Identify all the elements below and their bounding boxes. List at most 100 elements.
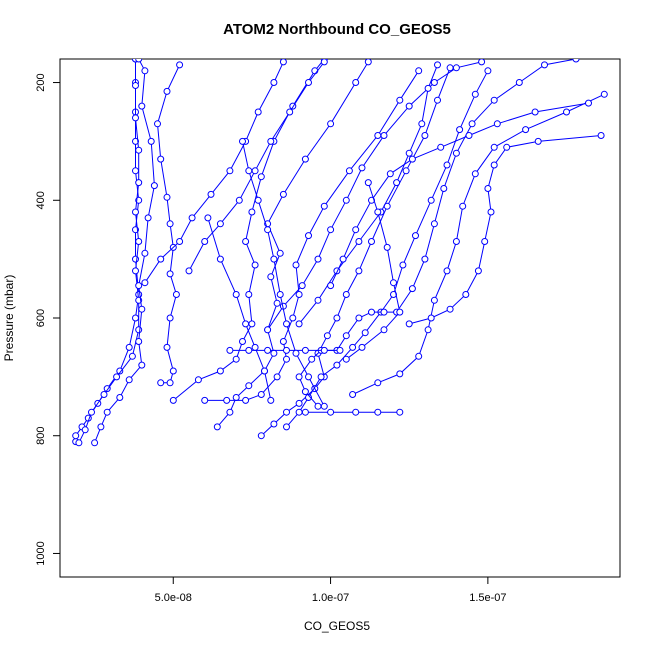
data-point	[446, 64, 454, 72]
data-point	[216, 367, 224, 375]
data-point	[361, 329, 369, 337]
data-point	[135, 326, 143, 334]
data-point	[232, 394, 240, 401]
data-point	[213, 423, 221, 431]
data-point	[333, 361, 341, 369]
data-point	[484, 67, 492, 75]
data-point	[132, 82, 139, 89]
data-point	[305, 79, 312, 86]
data-point	[163, 193, 171, 201]
series-line	[207, 217, 272, 401]
data-point	[132, 255, 139, 263]
data-point	[138, 102, 146, 110]
data-point	[235, 196, 243, 204]
data-point	[342, 332, 350, 340]
data-point	[405, 149, 413, 157]
data-point	[484, 185, 492, 192]
data-point	[172, 291, 180, 298]
data-point	[113, 373, 121, 381]
data-point	[125, 376, 133, 384]
data-point	[261, 367, 268, 375]
x-tick-label: 5.0e-08	[155, 592, 192, 604]
data-point	[408, 285, 416, 293]
data-point	[251, 343, 259, 351]
data-point	[396, 96, 404, 104]
data-point	[474, 267, 482, 275]
data-point	[380, 308, 388, 316]
data-point	[135, 282, 143, 290]
data-point	[257, 432, 265, 440]
series-line	[267, 61, 482, 331]
data-point	[468, 120, 476, 128]
data-point	[327, 408, 335, 416]
data-point	[273, 299, 281, 307]
data-point	[239, 137, 246, 145]
series-profile	[283, 67, 492, 431]
data-point	[301, 408, 309, 416]
data-point	[336, 346, 344, 354]
data-point	[270, 420, 278, 428]
data-point	[531, 108, 539, 116]
x-axis: 5.0e-08 1.0e-07 1.5e-07	[155, 577, 507, 604]
data-point	[279, 59, 287, 66]
data-point	[393, 179, 401, 187]
series-line	[352, 93, 605, 395]
data-point	[301, 155, 309, 163]
data-point	[342, 291, 350, 298]
data-point	[267, 273, 275, 281]
data-point	[204, 214, 212, 222]
data-point	[443, 267, 451, 275]
data-point	[355, 267, 363, 275]
data-point	[478, 59, 486, 66]
data-point	[430, 220, 438, 228]
series-line	[156, 64, 181, 384]
series-line	[409, 135, 602, 325]
data-point	[465, 132, 473, 139]
data-point	[386, 170, 394, 178]
data-point	[380, 326, 388, 334]
data-point	[147, 137, 155, 145]
data-point	[443, 161, 451, 169]
data-point	[534, 137, 542, 145]
data-point	[327, 282, 335, 290]
data-point	[320, 346, 328, 354]
data-point	[267, 396, 275, 404]
data-point	[141, 279, 149, 287]
data-point	[135, 59, 143, 63]
data-point	[188, 214, 196, 222]
data-point	[358, 164, 366, 172]
data-point	[254, 196, 262, 204]
data-point	[166, 314, 174, 322]
data-point	[440, 185, 448, 192]
data-point	[342, 196, 350, 204]
data-point	[349, 391, 357, 398]
data-point	[503, 143, 511, 151]
data-point	[563, 108, 570, 116]
y-tick-label: 200	[35, 73, 47, 91]
data-point	[163, 87, 171, 95]
data-point	[427, 314, 435, 322]
data-point	[374, 379, 382, 387]
series-layer	[72, 59, 608, 447]
data-point	[264, 226, 272, 234]
series-profile	[226, 346, 344, 354]
data-point	[308, 355, 316, 363]
data-point	[166, 220, 174, 228]
data-point	[144, 214, 152, 222]
data-point	[405, 102, 413, 110]
data-point	[572, 59, 580, 63]
data-point	[396, 370, 404, 378]
data-point	[374, 132, 382, 139]
data-point	[487, 208, 495, 216]
data-point	[368, 238, 375, 245]
data-point	[91, 439, 99, 447]
data-point	[201, 396, 209, 404]
data-point	[169, 367, 177, 375]
data-point	[132, 114, 139, 122]
data-point	[283, 320, 290, 328]
data-point	[408, 155, 416, 163]
data-point	[88, 408, 95, 416]
series-profile	[342, 179, 404, 363]
x-tick-label: 1.0e-07	[312, 592, 349, 604]
data-point	[286, 108, 294, 116]
